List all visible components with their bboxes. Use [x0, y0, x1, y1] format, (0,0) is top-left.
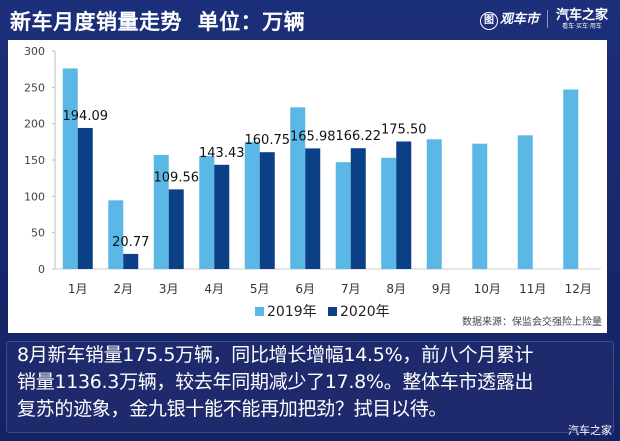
- summary-box: 8月新车销量175.5万辆，同比增长增幅14.5%，前八个月累计 销量1136.…: [6, 341, 614, 433]
- logo: 图观车市 汽车之家 看车·买车·用车: [479, 8, 608, 30]
- data-label: 20.77: [112, 235, 149, 250]
- x-tick-label: 10月: [474, 282, 501, 296]
- bar-2019: [472, 143, 488, 269]
- bar-2020: [123, 253, 139, 269]
- data-label: 166.22: [336, 129, 382, 144]
- x-tick-label: 2月: [113, 282, 133, 296]
- x-tick-label: 3月: [159, 282, 179, 296]
- bar-2019: [153, 154, 169, 269]
- bar-2019: [426, 139, 442, 269]
- x-tick-label: 12月: [565, 282, 592, 296]
- data-label: 160.75: [245, 133, 291, 148]
- bar-2020: [396, 141, 412, 269]
- data-label: 143.43: [199, 146, 245, 161]
- logo-autohome-sub: 看车·买车·用车: [562, 22, 602, 30]
- bar-2019: [199, 156, 215, 269]
- y-tick-label: 250: [24, 81, 45, 94]
- logo-guanchesi-text: 观车市: [499, 12, 539, 27]
- bar-2019: [244, 141, 260, 269]
- bar-2020: [350, 148, 366, 269]
- data-label: 109.56: [154, 170, 200, 185]
- bar-2019: [335, 162, 351, 269]
- bar-2020: [77, 127, 93, 269]
- x-tick-label: 6月: [295, 282, 315, 296]
- bar-2020: [259, 152, 275, 269]
- bar-2020: [168, 189, 184, 269]
- bar-2019: [517, 135, 533, 269]
- logo-autohome: 汽车之家 看车·买车·用车: [556, 9, 608, 30]
- y-tick-label: 50: [31, 227, 45, 240]
- legend-swatch-2020: [328, 307, 337, 316]
- data-label: 175.50: [381, 122, 427, 137]
- x-tick-label: 11月: [519, 282, 546, 296]
- x-tick-label: 4月: [204, 282, 224, 296]
- bar-2020: [305, 148, 321, 269]
- y-tick-label: 100: [24, 190, 45, 203]
- legend-swatch-2019: [255, 307, 264, 316]
- data-label: 165.98: [290, 129, 336, 144]
- x-tick-label: 8月: [386, 282, 406, 296]
- bar-chart: 0 50 100 150 200 250 300 1月 2月 3月 4月 5月 6月 7月 8月 9月 10月 1…: [24, 45, 602, 328]
- bar-2019: [381, 157, 397, 269]
- x-tick-label: 9月: [432, 282, 452, 296]
- summary-line: 复苏的迹象，金九银十能不能再加把劲？拭目以待。: [17, 398, 448, 420]
- logo-divider: [546, 10, 548, 28]
- bar-2019: [563, 89, 579, 269]
- page-title: 新车月度销量走势 单位：万辆: [10, 10, 306, 34]
- data-label: 194.09: [63, 109, 109, 124]
- watermark: 汽车之家: [568, 424, 612, 437]
- x-tick-label: 5月: [250, 282, 270, 296]
- x-tick-label: 7月: [341, 282, 361, 296]
- y-tick-label: 0: [38, 263, 45, 276]
- bar-2019: [290, 107, 306, 269]
- chart-panel: 0 50 100 150 200 250 300 1月 2月 3月 4月 5月 6月 7月 8月 9月 10月 1…: [8, 40, 607, 333]
- legend-label: 2019年: [267, 304, 317, 320]
- summary-line: 8月新车销量175.5万辆，同比增长增幅14.5%，前八个月累计: [17, 344, 534, 366]
- logo-guanchesi: 图观车市: [479, 8, 539, 30]
- x-tick-label: 1月: [68, 282, 88, 296]
- legend-label: 2020年: [340, 304, 390, 320]
- y-tick-label: 300: [24, 45, 45, 58]
- logo-autohome-text: 汽车之家: [555, 7, 608, 23]
- data-source: 数据来源：保监会交强险上险量: [462, 315, 602, 328]
- bar-2019: [108, 200, 124, 269]
- bar-2020: [214, 164, 230, 269]
- bar-2019: [62, 68, 78, 269]
- logo-circle-icon: 图: [479, 12, 498, 30]
- summary-line: 销量1136.3万辆，较去年同期减少了17.8%。整体车市透露出: [17, 371, 534, 393]
- y-tick-label: 200: [24, 118, 45, 131]
- y-tick-label: 150: [24, 154, 45, 167]
